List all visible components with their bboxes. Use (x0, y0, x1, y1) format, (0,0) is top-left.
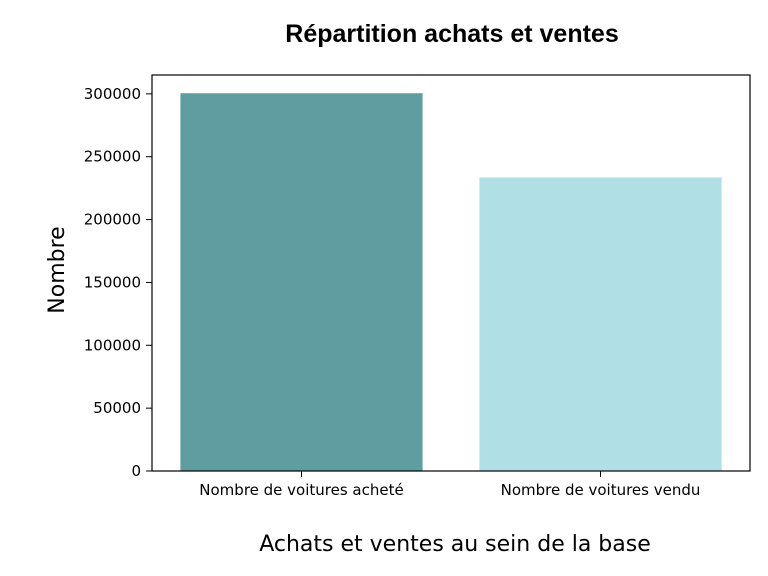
y-tick-label: 50000 (93, 399, 141, 417)
bars-group (180, 93, 722, 471)
y-axis: 0 50000 100000 150000 200000 250000 300000 (84, 85, 152, 480)
bar-1 (180, 93, 423, 471)
x-axis-label: Achats et ventes au sein de la base (259, 532, 651, 557)
bar-2 (479, 177, 722, 471)
y-tick-label: 250000 (84, 148, 141, 166)
x-tick-label: Nombre de voitures vendu (501, 481, 701, 499)
chart-title: Répartition achats et ventes (285, 20, 618, 48)
x-tick-label: Nombre de voitures acheté (199, 481, 403, 499)
plot-frame (151, 74, 751, 472)
y-axis-label: Nombre (45, 226, 70, 313)
y-tick-label: 200000 (84, 211, 141, 229)
x-axis: Nombre de voitures acheté Nombre de voitu… (199, 471, 700, 499)
y-tick-label: 300000 (84, 85, 141, 103)
y-tick-label: 0 (131, 462, 141, 480)
y-tick-label: 150000 (84, 273, 141, 291)
y-tick-label: 100000 (84, 336, 141, 354)
